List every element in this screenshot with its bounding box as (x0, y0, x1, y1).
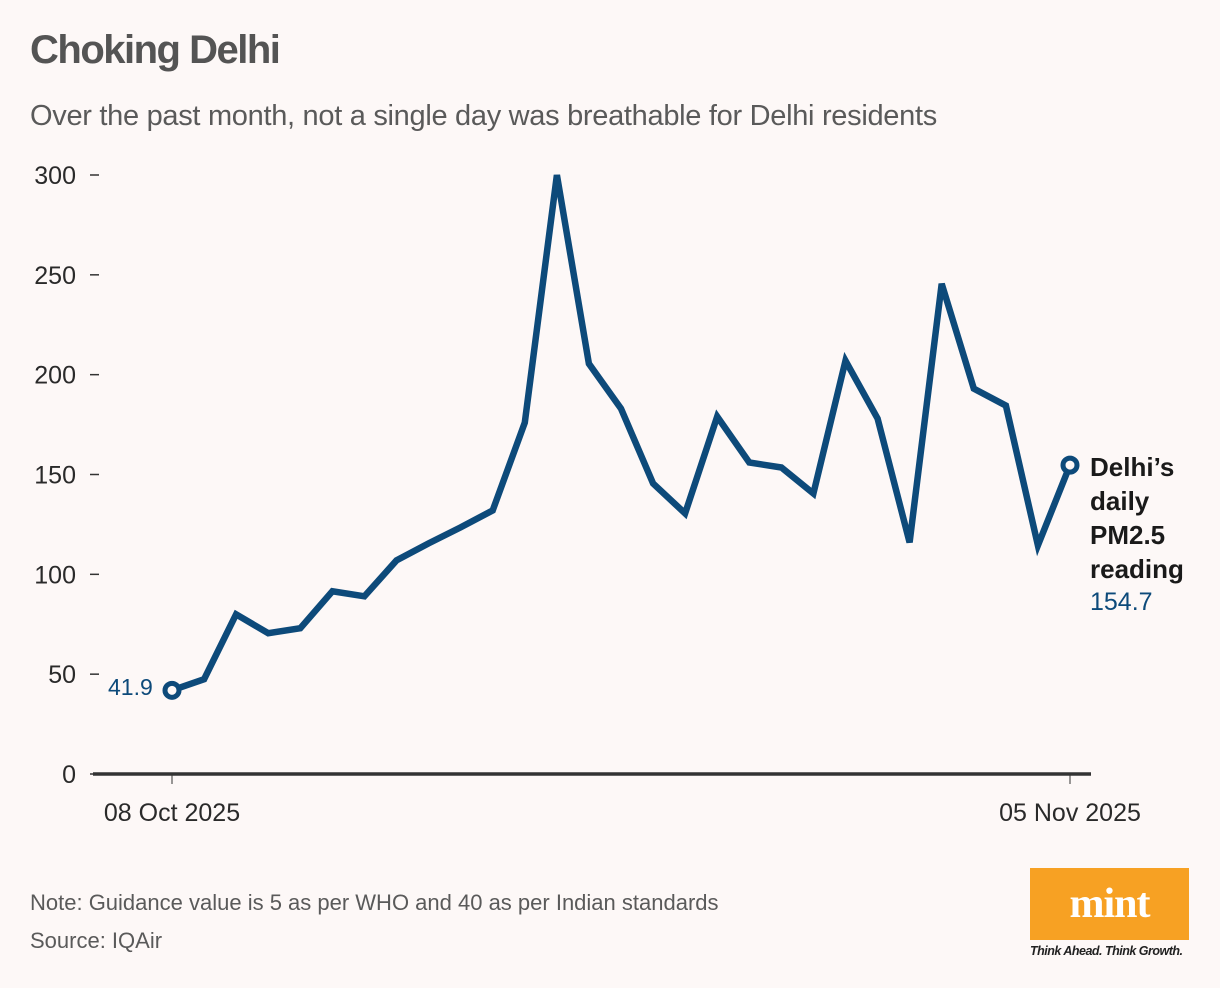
logo-tagline: Think Ahead. Think Growth. (1030, 944, 1183, 958)
x-tick-label: 08 Oct 2025 (104, 799, 240, 827)
series-label: Delhi’s daily PM2.5 reading (1090, 452, 1184, 584)
chart-title: Choking Delhi (30, 28, 281, 72)
end-value-label: 154.7 (1090, 588, 1153, 616)
y-tick-label: 150 (34, 462, 76, 490)
start-point-marker (162, 680, 182, 700)
y-tick-label: 300 (34, 162, 76, 190)
x-tick-label: 05 Nov 2025 (999, 799, 1141, 827)
y-tick-label: 100 (34, 561, 76, 589)
source-note: Source: IQAir (30, 928, 163, 953)
y-axis: 0 50 100 150 200 250 300 (34, 162, 99, 789)
y-tick-label: 200 (34, 362, 76, 390)
end-point-marker (1060, 455, 1080, 475)
chart-subtitle: Over the past month, not a single day wa… (30, 100, 937, 132)
y-tick-label: 0 (62, 761, 76, 789)
x-axis: 08 Oct 2025 05 Nov 2025 (93, 772, 1141, 827)
y-tick-label: 250 (34, 262, 76, 290)
mint-logo: mint (1030, 868, 1189, 940)
series-layer (162, 174, 1080, 700)
pm25-line (168, 174, 1074, 694)
logo-text: mint (1069, 881, 1151, 927)
start-value-label: 41.9 (108, 674, 153, 700)
footnote: Note: Guidance value is 5 as per WHO and… (30, 890, 719, 915)
y-tick-label: 50 (48, 661, 76, 689)
